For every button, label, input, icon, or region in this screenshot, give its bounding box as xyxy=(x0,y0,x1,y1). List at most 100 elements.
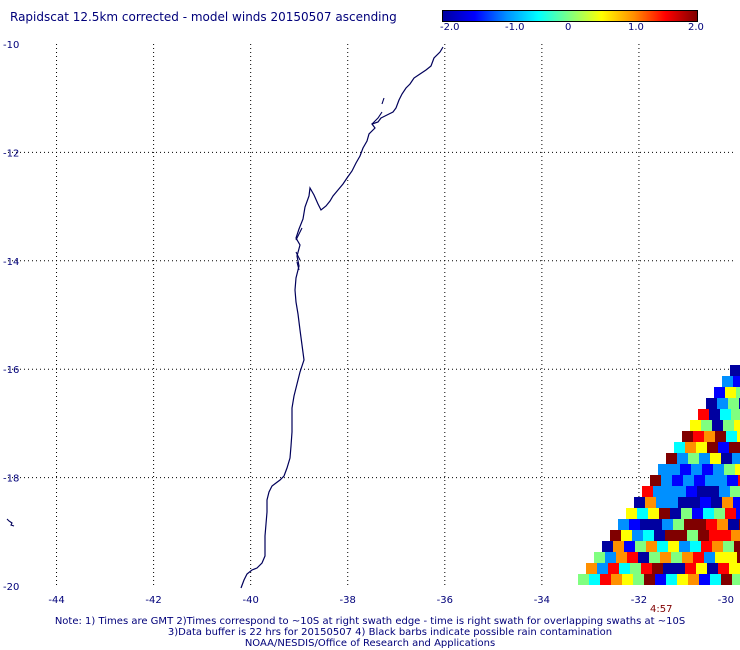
swath-cell xyxy=(688,453,699,464)
swath-cell xyxy=(715,431,726,442)
swath-cell xyxy=(619,563,630,574)
wind-swath-data xyxy=(578,365,740,585)
swath-cell xyxy=(622,574,633,585)
swath-cell xyxy=(673,519,684,530)
swath-cell xyxy=(670,508,681,519)
tick-label: -40 xyxy=(242,595,258,606)
swath-cell xyxy=(707,563,718,574)
colorbar-label: 0 xyxy=(565,22,572,33)
swath-cell xyxy=(608,563,619,574)
tick-label: -12 xyxy=(3,148,19,159)
swath-cell xyxy=(635,541,646,552)
swath-cell xyxy=(725,508,736,519)
swath-cell xyxy=(721,574,732,585)
swath-cell xyxy=(674,442,685,453)
swath-cell xyxy=(706,519,717,530)
swath-cell xyxy=(665,530,676,541)
swath-cell xyxy=(730,365,740,376)
swath-cell xyxy=(629,519,640,530)
tick-label: -14 xyxy=(3,257,19,268)
swath-cell xyxy=(696,442,707,453)
swath-cell xyxy=(685,563,696,574)
color-scale-bar xyxy=(442,10,698,22)
swath-cell xyxy=(610,530,621,541)
swath-cell xyxy=(714,387,725,398)
swath-cell xyxy=(705,475,716,486)
swath-cell xyxy=(589,574,600,585)
map-title: Rapidscat 12.5km corrected - model winds… xyxy=(10,10,397,24)
swath-cell xyxy=(616,552,627,563)
swath-cell xyxy=(666,574,677,585)
swath-cell xyxy=(706,398,717,409)
swath-cell xyxy=(696,563,707,574)
swath-cell xyxy=(687,530,698,541)
swath-cell xyxy=(710,453,721,464)
tick-label: -34 xyxy=(534,595,550,606)
swath-cell xyxy=(702,464,713,475)
swath-cell xyxy=(600,574,611,585)
swath-cell xyxy=(699,453,710,464)
swath-cell xyxy=(710,574,721,585)
tick-label: -36 xyxy=(437,595,453,606)
swath-cell xyxy=(676,530,687,541)
swath-cell xyxy=(640,519,651,530)
coastline-inlets xyxy=(295,97,385,271)
swath-cell xyxy=(597,563,608,574)
swath-cell xyxy=(689,497,700,508)
swath-cell xyxy=(668,541,679,552)
swath-cell xyxy=(681,508,692,519)
swath-cell xyxy=(578,574,589,585)
swath-cell xyxy=(704,552,715,563)
swath-cell xyxy=(649,552,660,563)
swath-cell xyxy=(641,563,652,574)
swath-cell xyxy=(648,508,659,519)
swath-cell xyxy=(712,541,723,552)
swath-cell xyxy=(717,519,728,530)
swath-cell xyxy=(716,475,727,486)
swath-cell xyxy=(688,574,699,585)
swath-cell xyxy=(637,508,648,519)
swath-cell xyxy=(707,442,718,453)
tick-label: -32 xyxy=(631,595,647,606)
swath-cell xyxy=(724,464,735,475)
swath-cell xyxy=(657,541,668,552)
note-line-1: Note: 1) Times are GMT 2)Times correspon… xyxy=(54,616,686,627)
swath-cell xyxy=(656,497,667,508)
swath-cell xyxy=(708,486,719,497)
swath-cell xyxy=(738,475,740,486)
swath-cell xyxy=(729,442,740,453)
swath-cell xyxy=(655,574,666,585)
swath-cell xyxy=(718,563,729,574)
swath-cell xyxy=(677,574,688,585)
swath-cell xyxy=(683,475,694,486)
swath-cell xyxy=(632,530,643,541)
note-line-2: 3)Data buffer is 22 hrs for 20150507 4) … xyxy=(167,627,613,638)
swath-cell xyxy=(722,376,733,387)
swath-cell xyxy=(720,409,731,420)
swath-cell xyxy=(642,486,653,497)
swath-cell xyxy=(663,563,674,574)
swath-cell xyxy=(675,486,686,497)
swath-cell xyxy=(679,541,690,552)
swath-cell xyxy=(644,574,655,585)
swath-cell xyxy=(731,530,740,541)
swath-cell xyxy=(726,431,737,442)
swath-cell xyxy=(703,508,714,519)
swath-cell xyxy=(728,519,739,530)
tick-label: -38 xyxy=(340,595,356,606)
swath-cell xyxy=(643,530,654,541)
swath-cell xyxy=(732,453,740,464)
swath-cell xyxy=(737,552,740,563)
coastline xyxy=(240,46,444,589)
swath-cell xyxy=(605,552,616,563)
swath-cell xyxy=(666,453,677,464)
swath-cell xyxy=(661,475,672,486)
swath-cell xyxy=(730,486,740,497)
swath-cell xyxy=(678,497,689,508)
swath-cell xyxy=(722,497,733,508)
swath-cell xyxy=(690,420,701,431)
swath-cell xyxy=(732,574,740,585)
colorbar-label: -2.0 xyxy=(440,22,460,33)
swath-cell xyxy=(697,486,708,497)
